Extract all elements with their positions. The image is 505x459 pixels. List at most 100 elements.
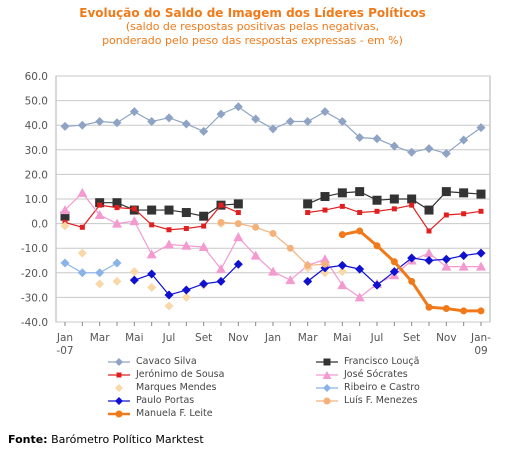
data-point-francisco-louca xyxy=(407,194,417,204)
data-point-cavaco-silva xyxy=(424,144,434,154)
x-tick-label: 09 xyxy=(474,345,487,357)
data-point-francisco-louca xyxy=(181,208,191,218)
y-tick-label: 60.0 xyxy=(25,71,48,83)
data-point-paulo-portas xyxy=(459,251,469,261)
data-point-jeronimo-de-sousa xyxy=(114,205,120,211)
data-point-paulo-portas xyxy=(389,267,399,277)
x-tick-label: Mar xyxy=(298,332,318,344)
data-point-marques-mendes xyxy=(129,267,139,277)
data-point-francisco-louca xyxy=(372,195,382,205)
data-point-jose-socrates xyxy=(441,261,452,271)
data-point-cavaco-silva xyxy=(129,107,139,117)
data-point-francisco-louca xyxy=(459,188,469,198)
data-point-jeronimo-de-sousa xyxy=(391,206,397,212)
data-point-jeronimo-de-sousa xyxy=(322,207,328,213)
data-point-francisco-louca xyxy=(303,199,313,209)
y-tick-label: 50.0 xyxy=(25,96,48,108)
data-point-cavaco-silva xyxy=(372,134,382,144)
data-point-marques-mendes xyxy=(337,267,347,277)
data-point-jose-socrates xyxy=(233,232,244,242)
data-point-jose-socrates xyxy=(164,239,174,249)
data-point-jeronimo-de-sousa xyxy=(149,222,155,228)
data-point-cavaco-silva xyxy=(320,107,330,117)
data-point-francisco-louca xyxy=(147,205,157,215)
data-point-manuela-f-leite xyxy=(390,258,398,266)
data-point-jeronimo-de-sousa xyxy=(131,206,137,212)
y-tick-label: 30.0 xyxy=(25,145,48,157)
data-point-jeronimo-de-sousa xyxy=(461,211,467,217)
data-point-cavaco-silva xyxy=(181,119,191,129)
x-tick-label: Jan xyxy=(56,332,73,344)
data-point-marques-mendes xyxy=(60,221,70,231)
data-point-ribeiro-e-castro xyxy=(112,258,122,268)
data-point-paulo-portas xyxy=(424,256,434,265)
data-point-cavaco-silva xyxy=(216,109,226,119)
x-tick-label: Mai xyxy=(125,332,143,344)
data-point-jeronimo-de-sousa xyxy=(443,212,449,218)
data-point-cavaco-silva xyxy=(355,133,365,142)
x-tick-label: Set xyxy=(195,332,212,344)
data-point-paulo-portas xyxy=(355,264,365,274)
data-point-jeronimo-de-sousa xyxy=(305,210,311,216)
data-point-marques-mendes xyxy=(95,279,105,289)
y-tick-label: -40.0 xyxy=(21,317,48,329)
data-point-marques-mendes xyxy=(181,292,191,302)
data-point-jose-socrates xyxy=(198,241,209,251)
legend-label: Marques Mendes xyxy=(136,382,217,393)
legend-swatch xyxy=(316,371,338,379)
data-point-manuela-f-leite xyxy=(442,304,450,312)
data-point-francisco-louca xyxy=(424,205,434,215)
source-note: Fonte: Barómetro Político Marktest xyxy=(8,433,204,446)
data-point-paulo-portas xyxy=(147,269,157,279)
data-point-luis-f-menezes xyxy=(269,229,277,237)
data-point-manuela-f-leite xyxy=(373,242,381,250)
data-point-francisco-louca xyxy=(320,192,330,202)
x-tick-label: Jul xyxy=(162,332,176,344)
data-point-jeronimo-de-sousa xyxy=(218,202,224,208)
data-point-cavaco-silva xyxy=(112,118,122,128)
x-tick-label: Jan xyxy=(264,332,281,344)
legend-swatch xyxy=(108,372,130,378)
data-point-jeronimo-de-sousa xyxy=(409,202,415,208)
data-point-cavaco-silva xyxy=(147,117,157,127)
data-point-jeronimo-de-sousa xyxy=(478,208,484,214)
data-point-jeronimo-de-sousa xyxy=(166,227,172,233)
source-label: Fonte: xyxy=(8,433,48,446)
x-tick-label: Mar xyxy=(90,332,110,344)
chart-legend: Cavaco Silva Jerónimo de Sousa Marques Men… xyxy=(108,356,505,428)
data-point-paulo-portas xyxy=(216,276,226,286)
y-tick-label: -10.0 xyxy=(21,243,48,255)
data-point-paulo-portas xyxy=(129,275,139,285)
legend-swatch xyxy=(115,384,123,392)
data-point-jose-socrates xyxy=(268,266,278,276)
data-point-jeronimo-de-sousa xyxy=(235,210,241,216)
data-point-jose-socrates xyxy=(320,254,330,264)
data-point-cavaco-silva xyxy=(476,123,486,133)
data-point-manuela-f-leite xyxy=(338,231,346,239)
data-point-marques-mendes xyxy=(112,276,122,286)
data-point-paulo-portas xyxy=(233,259,243,269)
x-tick-label: -07 xyxy=(56,345,73,357)
x-tick-label: Mai xyxy=(333,332,351,344)
data-point-francisco-louca xyxy=(337,188,347,198)
data-point-cavaco-silva xyxy=(251,114,261,124)
data-point-jose-socrates xyxy=(354,292,365,302)
x-tick-label: Nov xyxy=(436,332,457,344)
legend-swatch xyxy=(316,358,338,366)
data-point-manuela-f-leite xyxy=(477,307,485,315)
data-point-jeronimo-de-sousa xyxy=(426,228,432,234)
chart-subtitle-line-2: ponderado pelo peso das respostas expres… xyxy=(102,34,403,47)
data-point-jose-socrates xyxy=(250,250,261,260)
data-point-cavaco-silva xyxy=(233,102,243,112)
data-point-paulo-portas xyxy=(476,248,486,258)
data-point-cavaco-silva xyxy=(285,117,295,127)
series-line-ribeiro-e-castro xyxy=(64,262,118,274)
data-point-jeronimo-de-sousa xyxy=(201,223,207,229)
data-point-cavaco-silva xyxy=(459,135,469,145)
data-point-jose-socrates xyxy=(285,275,296,285)
legend-swatch xyxy=(316,384,338,392)
data-point-paulo-portas xyxy=(372,280,382,290)
data-point-francisco-louca xyxy=(355,187,365,197)
data-point-manuela-f-leite xyxy=(425,303,433,311)
data-point-francisco-louca xyxy=(389,194,399,204)
